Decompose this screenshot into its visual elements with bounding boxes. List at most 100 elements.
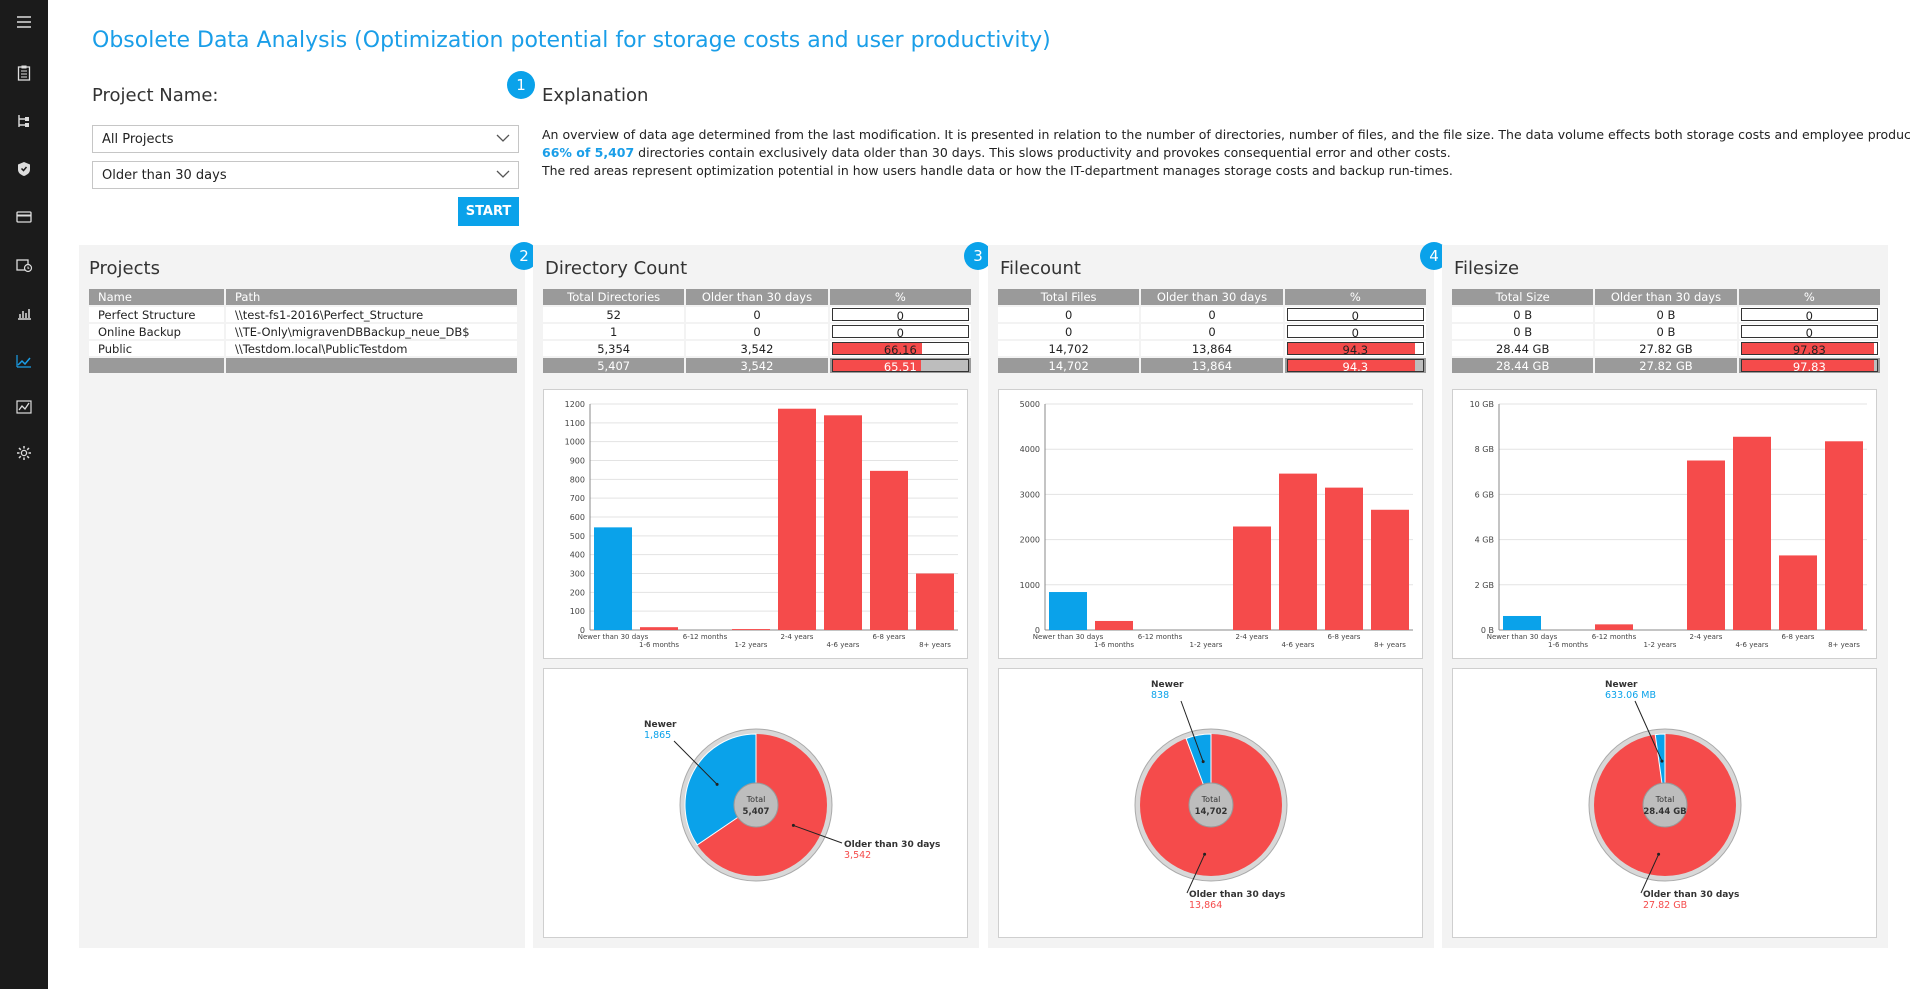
total-cell: 52 [543, 307, 685, 322]
bar [1049, 592, 1087, 630]
directory-count-total-row: 5,407 3,542 65.51 [543, 358, 971, 373]
start-button[interactable]: START [458, 197, 519, 226]
activity-chart-icon[interactable] [14, 397, 34, 417]
main-content: Obsolete Data Analysis (Optimization pot… [48, 0, 1910, 989]
projects-total-row [89, 358, 517, 373]
filecount-total-row: 14,702 13,864 94.3 [998, 358, 1426, 373]
directory-count-col-header: Older than 30 days [686, 289, 828, 305]
older-cell: 0 [686, 307, 828, 322]
line-chart-icon[interactable] [14, 351, 34, 371]
bar-chart-icon[interactable] [14, 303, 34, 323]
age-filter-select[interactable]: Older than 30 days [92, 161, 519, 189]
percent-cell: 0 [1738, 324, 1880, 339]
step-badge-1: 1 [507, 71, 535, 99]
bar [1371, 509, 1409, 630]
clipboard-icon[interactable] [14, 63, 34, 83]
projects-header-row: Name Path [89, 289, 517, 305]
y-tick-label: 4000 [1020, 445, 1040, 454]
percent-cell: 97.83 [1738, 341, 1880, 356]
pie-callout-line [1640, 854, 1660, 894]
pie-older-label: Older than 30 days [1643, 890, 1739, 900]
y-tick-label: 0 [1035, 626, 1040, 635]
percent-value: 94.3 [1342, 360, 1369, 374]
bar [824, 415, 862, 630]
pie-newer-value: 1,865 [644, 730, 671, 741]
pie-center-label: Total [1201, 795, 1221, 804]
y-tick-label: 900 [570, 457, 585, 466]
percent-value: 0 [896, 309, 904, 323]
percent-bar: 97.83 [1740, 359, 1878, 374]
pie-older-value: 13,864 [1189, 900, 1222, 911]
percent-bar: 94.3 [1286, 359, 1424, 374]
y-tick-label: 100 [570, 607, 585, 616]
x-tick-label: 8+ years [1374, 641, 1406, 649]
percent-value: 0 [1805, 309, 1813, 323]
total-cell: 0 [998, 307, 1140, 322]
filecount-col-header: Total Files [998, 289, 1140, 305]
explanation-line-1: An overview of data age determined from … [542, 127, 1910, 142]
x-tick-label: 1-2 years [1644, 641, 1677, 649]
pie-callout-line [673, 740, 718, 785]
y-tick-label: 1100 [565, 419, 585, 428]
project-row[interactable]: Online Backup \\TE-Only\migravenDBBackup… [89, 324, 517, 339]
x-tick-label: 2-4 years [1236, 633, 1269, 641]
percent-cell: 0 [1284, 324, 1426, 339]
projects-panel: Projects Name Path Perfect Structure \\t… [79, 245, 525, 948]
directory-count-col-header: Total Directories [543, 289, 685, 305]
filecount-header-row: Total Files Older than 30 days% [998, 289, 1426, 305]
y-tick-label: 700 [570, 494, 585, 503]
projects-col-path: Path [226, 289, 517, 305]
shield-icon[interactable] [14, 159, 34, 179]
percent-cell: 0 [1284, 307, 1426, 322]
percent-value: 97.83 [1792, 360, 1826, 374]
project-row[interactable]: Perfect Structure \\test-fs1-2016\Perfec… [89, 307, 517, 322]
project-row[interactable]: Public \\Testdom.local\PublicTestdom [89, 341, 517, 356]
bar [640, 627, 678, 630]
x-tick-label: 2-4 years [1690, 633, 1723, 641]
filecount-bar-chart: 0 1000 2000 3000 4000 5000 Newer than 30 days 1… [998, 389, 1423, 659]
menu-icon[interactable] [14, 12, 34, 32]
pie-center-value: 14,702 [1195, 807, 1228, 817]
y-tick-label: 4 GB [1475, 536, 1494, 545]
x-tick-label: 6-8 years [873, 633, 906, 641]
directory-count-row: 5,354 3,542 66.16 [543, 341, 971, 356]
hierarchy-icon[interactable] [14, 111, 34, 131]
pie-center [1642, 782, 1688, 828]
percent-bar: 0 [1740, 325, 1878, 339]
pie-center-label: Total [746, 795, 766, 804]
y-tick-label: 200 [570, 588, 585, 597]
pie-newer-value: 633.06 MB [1605, 690, 1656, 701]
chevron-down-icon [496, 170, 510, 178]
percent-value: 65.51 [883, 360, 917, 374]
pie-older-label: Older than 30 days [1189, 890, 1285, 900]
total-cell: 5,407 [543, 358, 685, 373]
y-tick-label: 2000 [1020, 536, 1040, 545]
bar [1325, 487, 1363, 630]
percent-bar-fill [1741, 343, 1875, 354]
explanation-text: An overview of data age determined from … [542, 126, 1910, 180]
percent-bar-fill [1287, 343, 1416, 354]
gear-icon[interactable] [14, 443, 34, 463]
projects-title: Projects [89, 258, 160, 279]
x-tick-label: 1-6 months [639, 641, 679, 649]
percent-value: 94.3 [1342, 343, 1369, 357]
older-cell: 13,864 [1141, 341, 1283, 356]
card-icon[interactable] [14, 207, 34, 227]
explanation-line-2: 66% of 5,407 directories contain exclusi… [542, 144, 1910, 162]
project-select[interactable]: All Projects [92, 125, 519, 153]
project-path: \\test-fs1-2016\Perfect_Structure [226, 307, 517, 322]
older-cell: 0 [686, 324, 828, 339]
filecount-col-header: Older than 30 days [1141, 289, 1283, 305]
schedule-icon[interactable] [14, 255, 34, 275]
x-tick-label: 6-12 months [683, 633, 728, 641]
pie-newer-value: 838 [1151, 690, 1169, 701]
bar [1233, 526, 1271, 630]
percent-bar: 0 [1286, 325, 1424, 339]
y-tick-label: 0 [580, 626, 585, 635]
